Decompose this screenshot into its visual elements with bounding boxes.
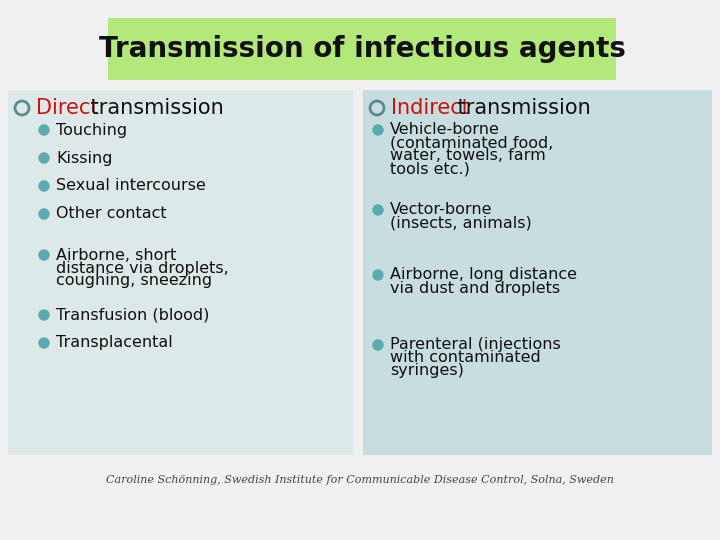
- Text: Parenteral (injections: Parenteral (injections: [390, 338, 561, 353]
- Circle shape: [373, 270, 383, 280]
- Circle shape: [373, 125, 383, 135]
- Text: Touching: Touching: [56, 123, 127, 138]
- Circle shape: [39, 250, 49, 260]
- FancyBboxPatch shape: [8, 90, 353, 455]
- Circle shape: [39, 153, 49, 163]
- Text: transmission: transmission: [451, 98, 590, 118]
- Text: water, towels, farm: water, towels, farm: [390, 148, 546, 164]
- Text: Kissing: Kissing: [56, 151, 112, 165]
- Text: Airborne, short: Airborne, short: [56, 247, 176, 262]
- Text: (insects, animals): (insects, animals): [390, 215, 532, 231]
- Text: (contaminated food,: (contaminated food,: [390, 136, 554, 151]
- FancyBboxPatch shape: [363, 90, 712, 455]
- Text: Transplacental: Transplacental: [56, 335, 173, 350]
- Circle shape: [373, 340, 383, 350]
- Text: with contaminated: with contaminated: [390, 350, 541, 366]
- Text: syringes): syringes): [390, 363, 464, 379]
- Text: Vector-borne: Vector-borne: [390, 202, 492, 218]
- Circle shape: [39, 338, 49, 348]
- Text: Indirect: Indirect: [391, 98, 470, 118]
- FancyBboxPatch shape: [108, 18, 616, 80]
- Text: transmission: transmission: [84, 98, 224, 118]
- Text: Other contact: Other contact: [56, 206, 166, 221]
- Circle shape: [39, 209, 49, 219]
- Text: Caroline Schönning, Swedish Institute for Communicable Disease Control, Solna, S: Caroline Schönning, Swedish Institute fo…: [106, 475, 614, 485]
- Text: tools etc.): tools etc.): [390, 161, 470, 177]
- Text: via dust and droplets: via dust and droplets: [390, 280, 560, 295]
- Circle shape: [39, 181, 49, 191]
- Text: Airborne, long distance: Airborne, long distance: [390, 267, 577, 282]
- Circle shape: [39, 310, 49, 320]
- Text: Transmission of infectious agents: Transmission of infectious agents: [99, 35, 626, 63]
- Text: Sexual intercourse: Sexual intercourse: [56, 179, 206, 193]
- Text: Direct: Direct: [36, 98, 99, 118]
- Circle shape: [39, 125, 49, 135]
- Text: distance via droplets,: distance via droplets,: [56, 260, 229, 275]
- Text: Transfusion (blood): Transfusion (blood): [56, 307, 210, 322]
- Circle shape: [373, 205, 383, 215]
- Text: coughing, sneezing: coughing, sneezing: [56, 273, 212, 288]
- Text: Vehicle-borne: Vehicle-borne: [390, 123, 500, 138]
